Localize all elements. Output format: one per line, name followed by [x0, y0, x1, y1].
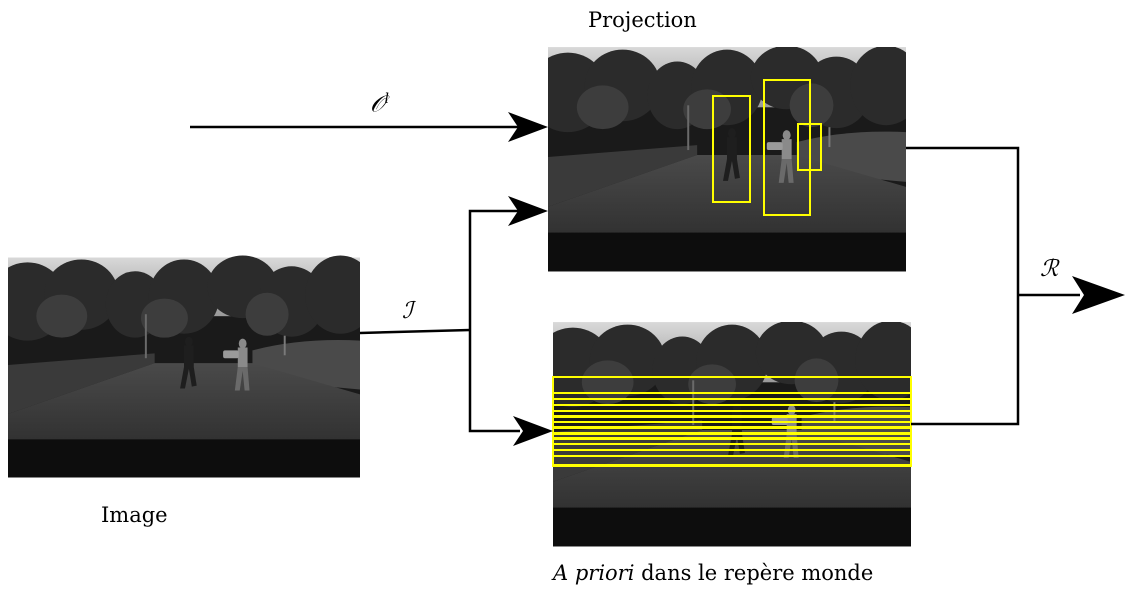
input-I-label: ℐ	[402, 298, 413, 324]
input-O-label: 𝒪l	[370, 92, 389, 117]
apriori-italic: A priori	[553, 561, 635, 585]
projection-box	[797, 123, 822, 171]
projection-box	[763, 79, 811, 216]
projection-label: Projection	[588, 8, 697, 32]
arrow-I-lower	[468, 330, 520, 433]
input-image	[8, 255, 360, 478]
arrowhead-O	[508, 112, 548, 142]
input-O-superscript: l	[384, 91, 389, 107]
apriori-bands	[552, 376, 912, 467]
apriori-label: A priori dans le repère monde	[553, 563, 873, 584]
connectors	[190, 125, 1080, 433]
arrowhead-R	[1072, 276, 1125, 314]
apriori-band	[552, 426, 912, 467]
arrowhead-I-upper	[508, 196, 548, 226]
line-apriori-out	[911, 295, 1020, 426]
apriori-image	[552, 322, 912, 547]
apriori-rest: dans le repère monde	[634, 561, 874, 585]
arrow-I-upper	[468, 209, 520, 330]
output-R-label: ℛ	[1040, 256, 1059, 282]
arrowheads	[508, 112, 1125, 446]
line-projection-out	[906, 146, 1020, 295]
image-label: Image	[101, 503, 168, 527]
arrowhead-I-lower	[513, 416, 553, 446]
projection-box	[712, 95, 751, 203]
projection-image	[548, 47, 906, 272]
projection-boxes	[712, 79, 822, 216]
arrow-I-trunk	[359, 328, 471, 335]
apriori-band	[552, 415, 912, 423]
input-O-symbol: 𝒪	[370, 91, 385, 118]
